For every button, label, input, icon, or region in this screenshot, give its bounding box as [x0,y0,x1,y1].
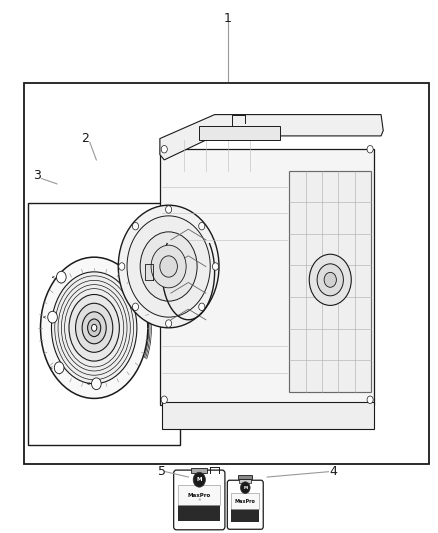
Ellipse shape [55,276,134,379]
Text: 4: 4 [329,465,337,478]
Ellipse shape [76,303,113,352]
Circle shape [118,205,219,328]
Polygon shape [162,402,374,429]
Bar [238,475,252,479]
Text: M: M [197,477,202,482]
Circle shape [48,311,57,323]
Bar [24,83,429,464]
FancyBboxPatch shape [227,480,263,529]
Circle shape [199,222,205,230]
Bar [179,485,220,505]
Text: MaxPro: MaxPro [187,493,211,498]
Ellipse shape [61,285,127,371]
Circle shape [132,222,138,230]
Ellipse shape [88,319,101,337]
Ellipse shape [69,294,119,361]
Text: MaxPro: MaxPro [235,498,256,504]
Bar [231,493,259,509]
Circle shape [161,146,167,153]
Ellipse shape [65,289,124,367]
Text: 2: 2 [81,132,89,145]
Ellipse shape [92,324,97,331]
Circle shape [151,245,186,288]
Bar [231,509,259,522]
Circle shape [92,378,101,390]
Circle shape [317,264,343,296]
Bar [199,126,280,140]
Polygon shape [160,115,383,160]
Circle shape [57,271,66,283]
Circle shape [127,216,210,317]
Circle shape [119,263,125,270]
Text: ®: ® [198,498,201,502]
Bar [289,171,371,392]
Text: M: M [243,486,247,490]
Circle shape [193,472,205,487]
FancyBboxPatch shape [173,470,225,530]
Ellipse shape [52,272,137,384]
Circle shape [161,396,167,403]
Ellipse shape [40,257,148,399]
Circle shape [199,303,205,311]
Bar [191,468,207,473]
Circle shape [240,482,250,494]
Circle shape [324,272,336,287]
Circle shape [309,254,351,305]
Circle shape [140,232,197,301]
Circle shape [160,256,177,277]
Polygon shape [160,149,374,405]
Text: 5: 5 [158,465,166,478]
Bar [28,203,180,445]
Circle shape [166,206,172,213]
Bar [179,505,220,521]
Circle shape [166,320,172,327]
Circle shape [54,362,64,374]
Circle shape [367,146,373,153]
Circle shape [212,263,219,270]
Ellipse shape [82,312,106,344]
Circle shape [367,396,373,403]
Circle shape [132,303,138,311]
Text: 3: 3 [33,169,41,182]
Bar [239,479,251,483]
Ellipse shape [58,280,131,375]
Text: 1: 1 [224,12,232,25]
Polygon shape [145,264,153,280]
